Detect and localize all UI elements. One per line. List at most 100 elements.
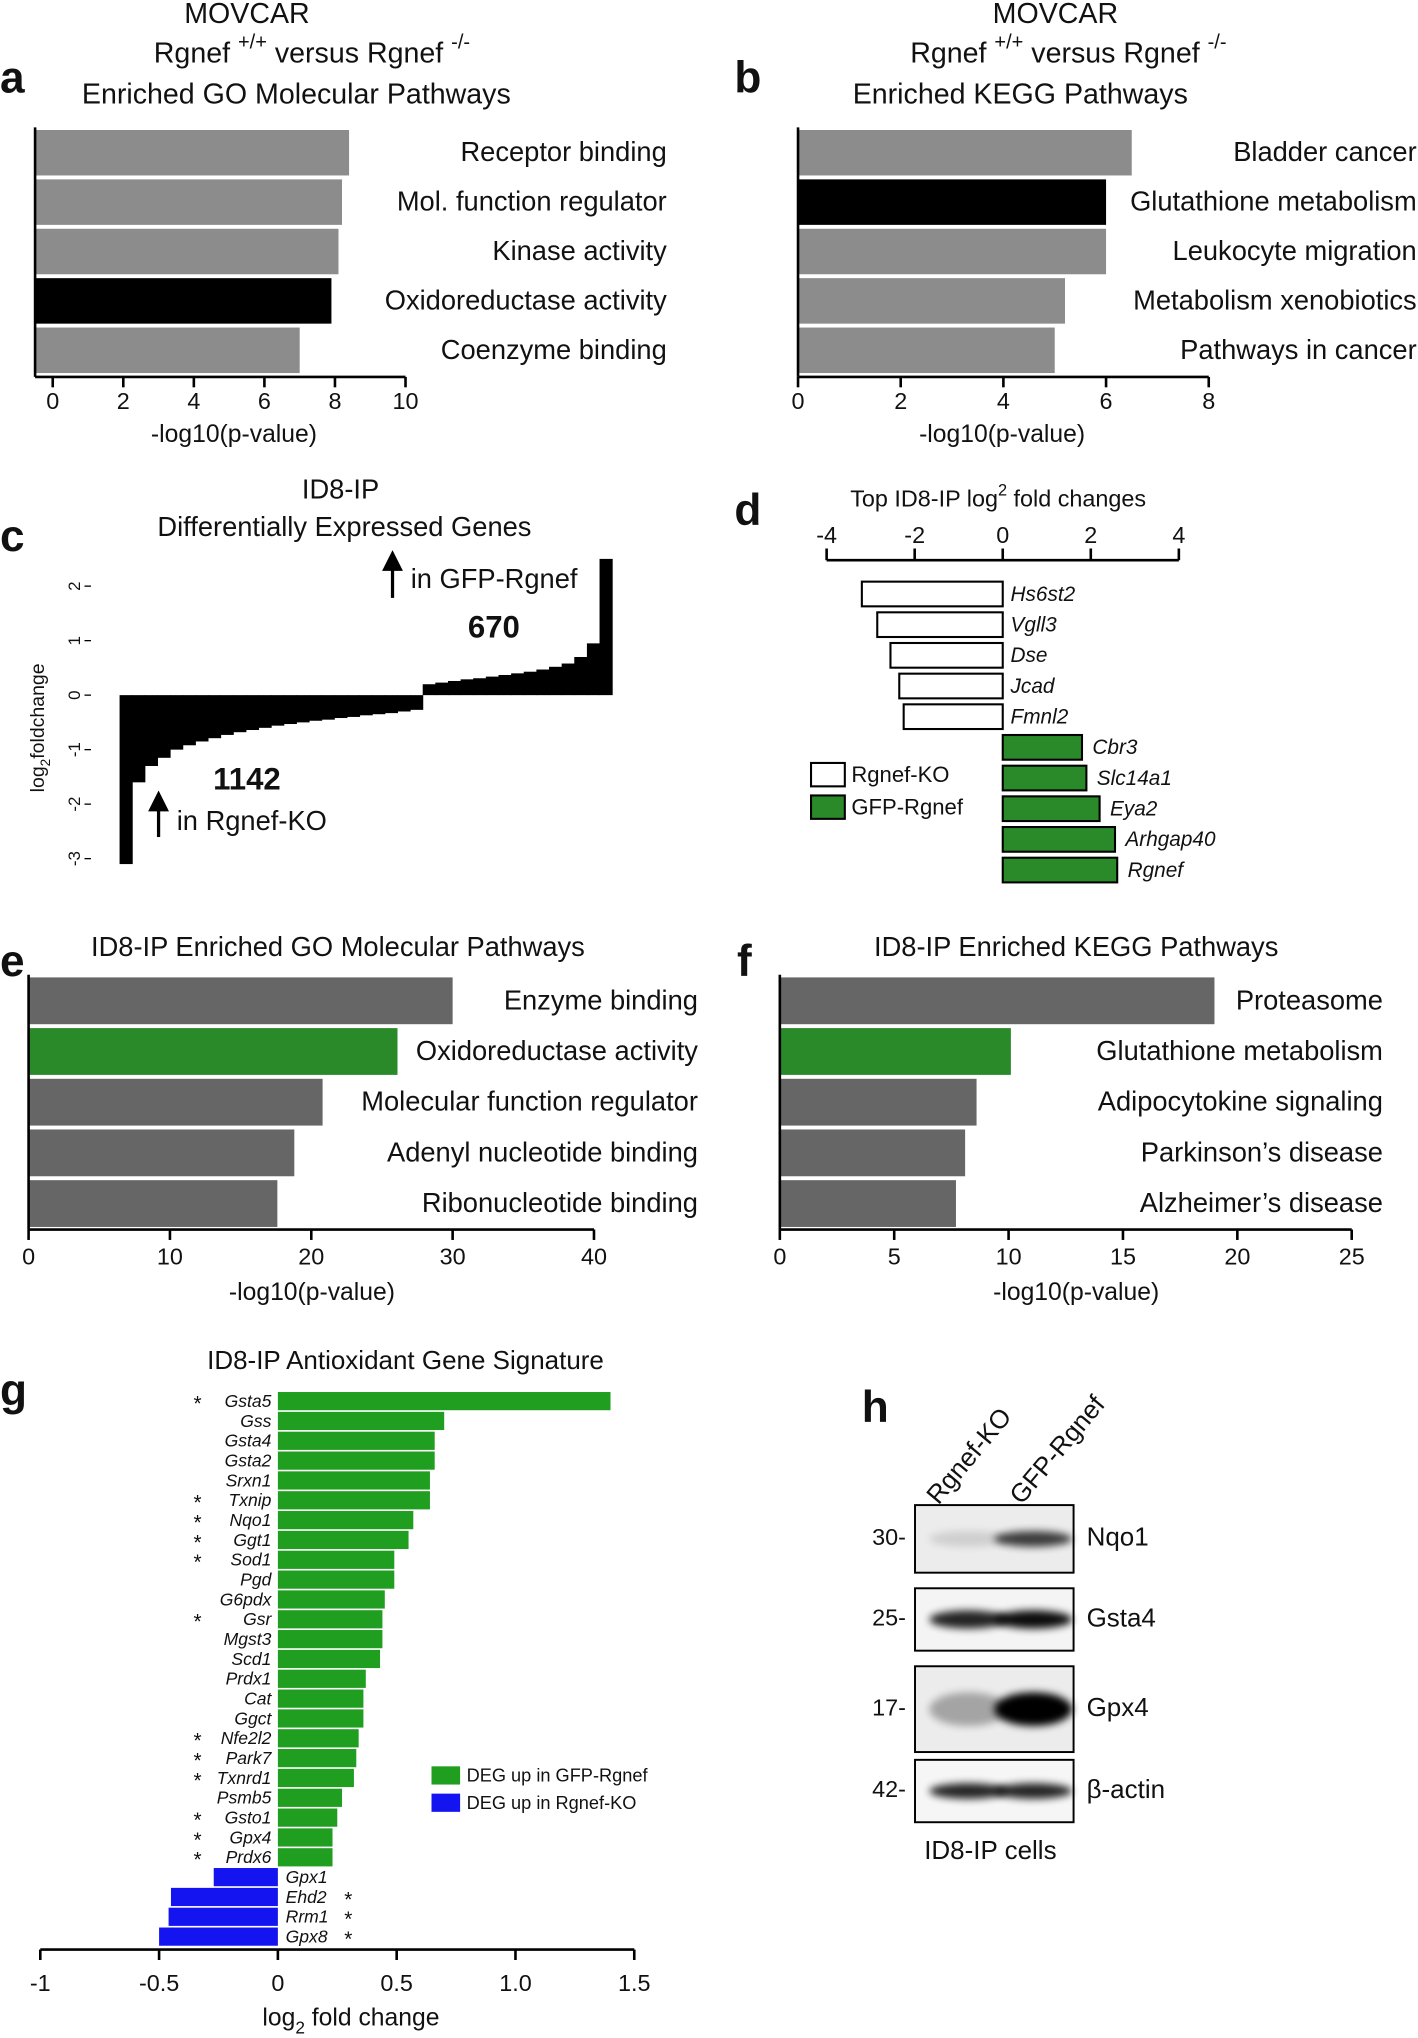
bar bbox=[277, 1491, 430, 1510]
bar bbox=[536, 669, 550, 696]
annotation-count: 1142 bbox=[213, 761, 281, 796]
bar bbox=[277, 1709, 364, 1728]
chart-title-part: Top ID8-IP log bbox=[850, 486, 998, 512]
bar bbox=[277, 1788, 343, 1807]
bar-label: Gss bbox=[240, 1411, 271, 1431]
bar bbox=[876, 611, 1004, 639]
legend-swatch bbox=[431, 1766, 461, 1785]
bar bbox=[397, 695, 411, 712]
x-tick-label: -2 bbox=[904, 522, 925, 548]
chart-title: Top ID8-IP log2 fold changes bbox=[850, 482, 1146, 512]
x-tick-label: 8 bbox=[1202, 388, 1215, 414]
legend-label: DEG up in Rgnef-KO bbox=[467, 1793, 637, 1813]
lane-label: GFP-Rgnef bbox=[1003, 1389, 1111, 1510]
bar bbox=[277, 1689, 364, 1708]
bar bbox=[271, 695, 285, 726]
y-axis-label-part: log bbox=[27, 766, 49, 792]
x-tick-label: 4 bbox=[187, 388, 200, 414]
x-axis-label: -log10(p-value) bbox=[151, 421, 317, 448]
band bbox=[994, 1783, 1073, 1799]
x-tick-label: 2 bbox=[1084, 522, 1097, 548]
bar-label: Gpx8 bbox=[286, 1927, 328, 1947]
bar-label: Nfe2l2 bbox=[221, 1728, 272, 1748]
chart-title: ID8-IP Enriched GO Molecular Pathways bbox=[91, 931, 585, 962]
x-tick-label: 30 bbox=[440, 1243, 466, 1269]
row-label: β-actin bbox=[1087, 1774, 1166, 1804]
row-label: Gpx4 bbox=[1087, 1692, 1149, 1722]
panel-letter: h bbox=[862, 1383, 889, 1432]
chart-title: Enriched KEGG Pathways bbox=[853, 79, 1188, 111]
bar bbox=[798, 179, 1107, 225]
chart-title: ID8-IP Enriched KEGG Pathways bbox=[874, 931, 1278, 962]
arrows bbox=[148, 550, 403, 838]
band bbox=[994, 1531, 1073, 1547]
bar bbox=[1001, 733, 1084, 761]
bar-label: Parkinson’s disease bbox=[1141, 1136, 1383, 1167]
annotation: in GFP-Rgnef bbox=[411, 563, 578, 594]
chart-title-part: 2 bbox=[998, 482, 1007, 500]
x-tick-label: 20 bbox=[298, 1243, 324, 1269]
bar-label: Proteasome bbox=[1236, 984, 1383, 1015]
bar-label: Nqo1 bbox=[229, 1510, 271, 1530]
bar bbox=[384, 695, 398, 714]
bar bbox=[779, 1129, 966, 1177]
bar-label: Glutathione metabolism bbox=[1096, 1035, 1383, 1066]
bar-label: Adenyl nucleotide binding bbox=[387, 1136, 698, 1167]
chart-title-part: -/- bbox=[1208, 32, 1227, 54]
bar bbox=[277, 1570, 395, 1589]
bar-label: Vgll3 bbox=[1011, 613, 1058, 636]
chart-title: MOVCAR bbox=[993, 0, 1118, 30]
chart-title-part: fold changes bbox=[1007, 486, 1146, 512]
bar bbox=[798, 228, 1107, 275]
x-axis-label-part: 2 bbox=[295, 2017, 305, 2037]
bar bbox=[779, 977, 1215, 1025]
bar bbox=[245, 695, 260, 731]
bar bbox=[296, 695, 310, 723]
bar bbox=[798, 327, 1055, 374]
chart-title-part: versus Rgnef bbox=[1023, 37, 1207, 69]
bar bbox=[549, 666, 563, 696]
y-tick-label: 2 bbox=[65, 581, 84, 590]
bar bbox=[779, 1180, 956, 1227]
significance-marker: * bbox=[194, 1551, 202, 1574]
chart-title: Differentially Expressed Genes bbox=[157, 511, 531, 542]
bar bbox=[485, 676, 500, 696]
bar bbox=[157, 695, 171, 758]
bar-label: Sod1 bbox=[230, 1550, 271, 1570]
bar bbox=[277, 1749, 357, 1768]
chart-title-part: -/- bbox=[451, 32, 470, 54]
bar bbox=[277, 1511, 414, 1530]
bar bbox=[334, 695, 348, 719]
significance-marker: * bbox=[194, 1829, 202, 1852]
bar bbox=[574, 656, 588, 696]
bar bbox=[561, 663, 575, 696]
bar bbox=[277, 1550, 395, 1569]
bar bbox=[902, 703, 1004, 731]
bar bbox=[359, 695, 373, 716]
bar bbox=[898, 672, 1004, 700]
bar bbox=[277, 1669, 366, 1688]
panel-letter: d bbox=[734, 486, 761, 535]
x-tick-label: 6 bbox=[258, 388, 271, 414]
panel-letter: e bbox=[0, 937, 25, 986]
band bbox=[929, 1610, 1008, 1629]
x-tick-label: 4 bbox=[997, 388, 1010, 414]
bar-label: Cbr3 bbox=[1092, 736, 1137, 759]
bar-label: Oxidoreductase activity bbox=[416, 1035, 698, 1066]
bar-label: Gsto1 bbox=[225, 1808, 272, 1828]
x-tick-label: 5 bbox=[888, 1243, 901, 1269]
row-label: Nqo1 bbox=[1087, 1522, 1149, 1552]
bar-label: Gsta4 bbox=[225, 1431, 272, 1451]
x-tick-label: 10 bbox=[393, 388, 419, 414]
panel-letter: a bbox=[0, 53, 25, 102]
y-tick-label: 1 bbox=[65, 636, 84, 645]
significance-marker: * bbox=[194, 1730, 202, 1753]
x-tick-label: 10 bbox=[996, 1243, 1022, 1269]
bar bbox=[277, 1392, 611, 1411]
x-tick-label: -4 bbox=[816, 522, 837, 548]
bar-label: Enzyme binding bbox=[504, 984, 698, 1015]
bar-label: Txnrd1 bbox=[217, 1768, 272, 1788]
y-tick-label: -1 bbox=[65, 742, 84, 757]
